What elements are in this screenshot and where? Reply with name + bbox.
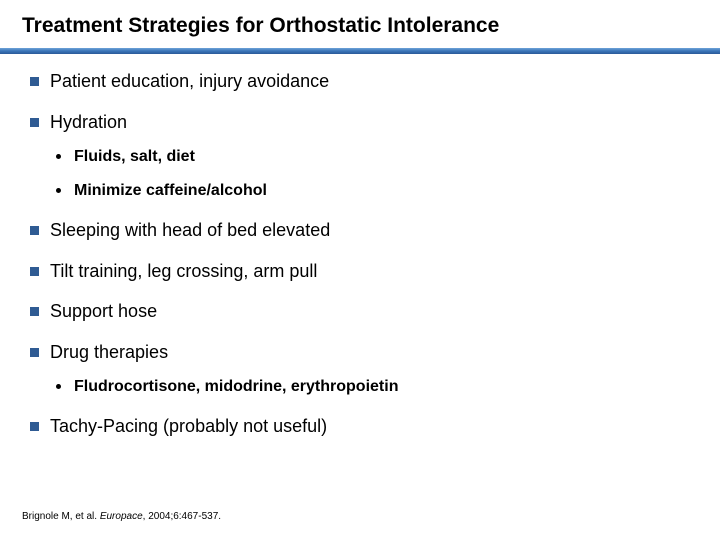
list-item-text: Tachy-Pacing (probably not useful) [50,416,327,436]
list-item-text: Hydration [50,112,127,132]
sub-list-item: Minimize caffeine/alcohol [50,181,692,201]
slide-container: Treatment Strategies for Orthostatic Int… [0,0,720,540]
slide-title: Treatment Strategies for Orthostatic Int… [22,14,698,38]
content-area: Patient education, injury avoidance Hydr… [22,62,698,438]
list-item: Tachy-Pacing (probably not useful) [28,415,692,438]
list-item-text: Sleeping with head of bed elevated [50,220,330,240]
title-separator [0,48,720,54]
bullet-list: Patient education, injury avoidance Hydr… [28,70,692,438]
list-item: Tilt training, leg crossing, arm pull [28,260,692,283]
sub-list-item: Fluids, salt, diet [50,147,692,167]
sub-bullet-list: Fludrocortisone, midodrine, erythropoiet… [50,377,692,397]
list-item: Patient education, injury avoidance [28,70,692,93]
list-item-text: Drug therapies [50,342,168,362]
citation-rest: , 2004;6:467-537. [143,511,221,522]
citation-authors: Brignole M, et al. [22,511,97,522]
list-item: Hydration Fluids, salt, diet Minimize ca… [28,111,692,202]
list-item: Drug therapies Fludrocortisone, midodrin… [28,341,692,398]
sub-list-item: Fludrocortisone, midodrine, erythropoiet… [50,377,692,397]
list-item: Sleeping with head of bed elevated [28,219,692,242]
list-item: Support hose [28,300,692,323]
list-item-text: Tilt training, leg crossing, arm pull [50,261,317,281]
list-item-text: Support hose [50,301,157,321]
sub-bullet-list: Fluids, salt, diet Minimize caffeine/alc… [50,147,692,201]
list-item-text: Patient education, injury avoidance [50,71,329,91]
citation: Brignole M, et al. Europace, 2004;6:467-… [22,511,221,522]
citation-journal: Europace [100,511,143,522]
